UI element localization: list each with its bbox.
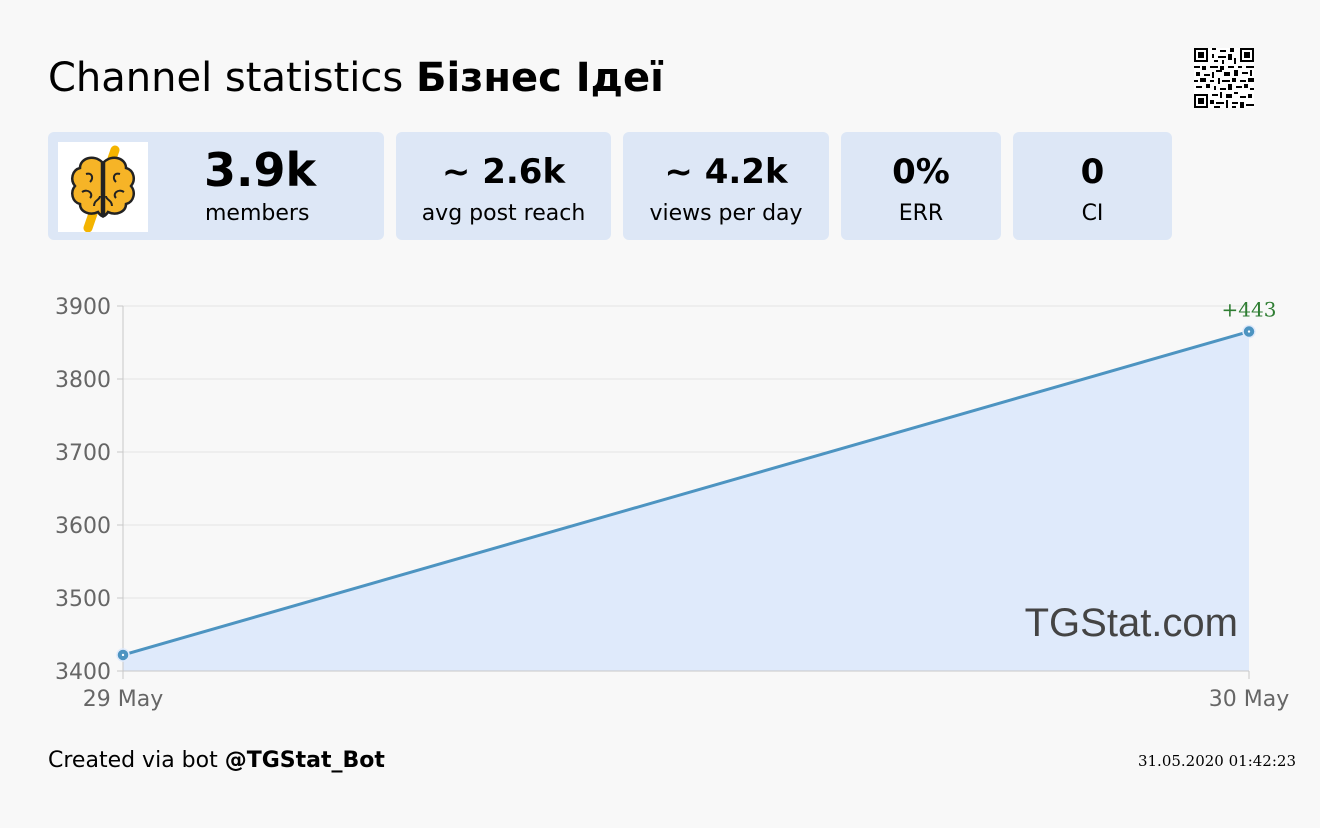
- avg-post-reach-label: avg post reach: [421, 201, 586, 226]
- footer-prefix: Created via bot: [48, 748, 225, 773]
- members-value: 3.9k: [204, 143, 317, 197]
- series-area: [123, 331, 1249, 671]
- err-card: 0% ERR: [841, 132, 1001, 240]
- err-value: 0%: [892, 152, 950, 192]
- err-label: ERR: [898, 201, 944, 226]
- ci-value: 0: [1080, 152, 1105, 192]
- views-per-day-value: ~ 4.2k: [664, 152, 788, 192]
- footer-credit: Created via bot @TGStat_Bot: [48, 746, 385, 776]
- watermark: TGStat.com: [1025, 601, 1238, 645]
- y-tick-label: 3800: [55, 368, 111, 393]
- members-card: 3.9k members: [48, 132, 384, 240]
- channel-name: Бізнес Ідеї: [415, 55, 664, 101]
- members-label: members: [205, 201, 310, 226]
- data-point-center: [1247, 330, 1251, 333]
- title-prefix: Channel statistics: [48, 55, 416, 101]
- data-point-center: [121, 653, 125, 657]
- series-line: [122, 330, 1250, 657]
- channel-avatar: [58, 142, 148, 233]
- change-annotation: +443: [1222, 298, 1277, 322]
- avg-post-reach-value: ~ 2.6k: [441, 152, 566, 192]
- views-per-day-label: views per day: [649, 201, 803, 226]
- y-tick-label: 3700: [55, 441, 111, 466]
- y-tick-label: 3600: [55, 514, 111, 539]
- x-tick-label: 29 May: [83, 687, 163, 712]
- y-tick-label: 3500: [55, 587, 111, 612]
- y-tick-label: 3900: [55, 295, 111, 320]
- brain-icon: [71, 145, 135, 233]
- x-tick-label: 30 May: [1209, 687, 1289, 712]
- views-per-day-card: ~ 4.2k views per day: [623, 132, 829, 240]
- y-tick-label: 3400: [55, 660, 111, 685]
- timestamp: 31.05.2020 01:42:23: [1137, 752, 1296, 770]
- qr-code-icon: [1194, 48, 1254, 108]
- ci-card: 0 CI: [1013, 132, 1172, 240]
- avg-post-reach-card: ~ 2.6k avg post reach: [396, 132, 611, 240]
- bot-handle: @TGStat_Bot: [224, 748, 385, 773]
- page-title: Channel statistics Бізнес Ідеї: [48, 52, 664, 104]
- ci-label: CI: [1081, 201, 1104, 226]
